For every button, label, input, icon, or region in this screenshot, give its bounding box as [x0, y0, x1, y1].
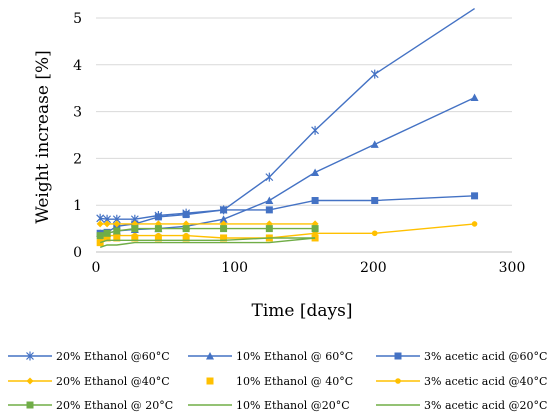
- legend-label-1: 10% Ethanol @ 60°C: [236, 350, 353, 363]
- y-tick-label-5: 5: [73, 11, 82, 27]
- series-6-point-2: [113, 227, 121, 235]
- series-1-point-9: [370, 140, 379, 148]
- series-8-line: [99, 237, 316, 248]
- legend-label-4: 10% Ethanol @ 40°C: [236, 375, 353, 388]
- series-1-point-10: [470, 93, 479, 102]
- series-2-point-10: [471, 192, 479, 200]
- legend-label-2: 3% acetic acid @60°C: [424, 350, 547, 363]
- series-5-point-10: [471, 221, 478, 227]
- series-2-point-4: [154, 213, 162, 221]
- legend-item-6: 20% Ethanol @ 20°C: [8, 399, 173, 412]
- series-6-point-7: [265, 225, 273, 233]
- series-0: [96, 8, 475, 224]
- y-tick-label-3: 3: [73, 105, 82, 121]
- series-2: [96, 192, 479, 237]
- x-tick-label-0: 0: [92, 260, 101, 276]
- legend-item-8: 3% acetic acid @20°C: [376, 399, 547, 412]
- legend-label-8: 3% acetic acid @20°C: [424, 399, 547, 412]
- legend-swatch-marker-1: [206, 352, 214, 360]
- series-6-point-5: [182, 225, 190, 233]
- y-tick-label-2: 2: [73, 151, 82, 167]
- series-0-point-7: [265, 172, 274, 182]
- series-3-point-0: [96, 220, 104, 228]
- legend-label-6: 20% Ethanol @ 20°C: [56, 399, 173, 412]
- series-0-line: [100, 8, 475, 220]
- legend-swatch-marker-3: [26, 377, 34, 385]
- series-6-point-3: [131, 225, 139, 233]
- series-2-point-5: [182, 211, 190, 219]
- series-1: [96, 93, 479, 237]
- series-1-point-7: [265, 196, 274, 205]
- series-2-point-6: [220, 206, 228, 214]
- y-tick-labels: 0 1 2 3 4 5: [73, 11, 82, 261]
- series-layer: [96, 8, 479, 248]
- y-tick-label-0: 0: [73, 245, 82, 261]
- legend-swatch-marker-5: [395, 378, 401, 384]
- series-5-point-3: [132, 232, 138, 239]
- series-3-point-2: [113, 220, 121, 228]
- series-0-point-9: [370, 69, 379, 79]
- legend-label-5: 3% acetic acid @40°C: [424, 375, 547, 388]
- series-5-point-9: [371, 230, 378, 237]
- legend-item-2: 3% acetic acid @60°C: [376, 350, 547, 363]
- x-tick-label-1: 100: [221, 260, 248, 276]
- legend-item-1: 10% Ethanol @ 60°C: [188, 350, 353, 363]
- series-6-point-8: [311, 225, 319, 233]
- series-2-point-9: [371, 197, 379, 205]
- legend-label-0: 20% Ethanol @60°C: [56, 350, 170, 363]
- legend-label-7: 10% Ethanol @20°C: [236, 399, 350, 412]
- series-5-point-5: [183, 232, 189, 239]
- x-tick-label-2: 200: [360, 260, 387, 276]
- legend-swatch-marker-2: [394, 352, 402, 360]
- series-6-point-1: [103, 229, 111, 237]
- y-tick-label-1: 1: [73, 198, 82, 214]
- legend-label-3: 20% Ethanol @40°C: [56, 375, 170, 388]
- x-axis-title: Time [days]: [252, 301, 353, 321]
- y-axis-title: Weight increase [%]: [33, 50, 53, 224]
- grid-lines: [96, 17, 512, 206]
- series-1-point-6: [219, 215, 228, 223]
- series-6: [96, 225, 319, 240]
- y-tick-label-4: 4: [73, 58, 82, 74]
- series-0-point-8: [311, 125, 320, 135]
- series-3-point-1: [103, 220, 111, 228]
- series-7-line: [99, 237, 316, 244]
- legend-swatch-marker-4: [206, 377, 214, 385]
- series-5-point-6: [220, 235, 227, 241]
- series-7: [99, 237, 316, 244]
- legend-swatch-marker-0: [26, 351, 34, 361]
- legend-item-4: 10% Ethanol @ 40°C: [206, 375, 353, 388]
- series-4-point-0: [96, 239, 104, 247]
- series-3: [96, 220, 319, 228]
- series-6-point-0: [96, 232, 104, 240]
- series-8: [99, 237, 316, 248]
- series-5-point-4: [155, 232, 162, 239]
- x-tick-label-3: 300: [499, 260, 526, 276]
- series-6-point-4: [154, 225, 162, 233]
- series-2-point-7: [265, 206, 273, 214]
- series-1-point-8: [311, 168, 320, 176]
- legend-item-0: 20% Ethanol @60°C: [8, 350, 170, 363]
- series-6-point-6: [220, 225, 228, 233]
- legend-swatch-marker-6: [26, 401, 34, 409]
- legend: 20% Ethanol @60°C 10% Ethanol @ 60°C 3% ac…: [8, 350, 547, 412]
- legend-item-3: 20% Ethanol @40°C: [8, 375, 170, 388]
- series-2-point-8: [311, 197, 319, 205]
- legend-item-7: 10% Ethanol @20°C: [188, 399, 350, 412]
- x-tick-labels: 0 100 200 300: [92, 260, 526, 276]
- legend-item-5: 3% acetic acid @40°C: [376, 375, 547, 388]
